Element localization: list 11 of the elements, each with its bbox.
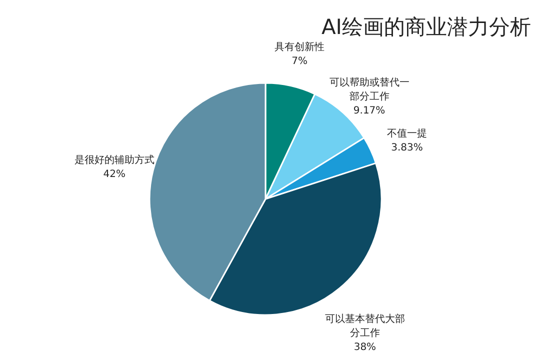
chart-title: AI绘画的商业潜力分析 — [321, 14, 531, 39]
data-label: 9.17% — [353, 106, 386, 117]
data-label: 7% — [292, 56, 308, 67]
slice-label: 具有创新性 — [274, 40, 325, 53]
slice-label: 是很好的辅助方式 — [74, 154, 154, 166]
slice-label: 不值一提 — [387, 127, 428, 140]
data-label: 38% — [354, 342, 376, 354]
data-label: 3.83% — [391, 142, 423, 154]
data-label: 42% — [103, 169, 126, 180]
slice-label: 可以基本替代大部分工作 — [324, 313, 405, 340]
slice-label: 可以帮助或替代一部分工作 — [329, 76, 410, 103]
